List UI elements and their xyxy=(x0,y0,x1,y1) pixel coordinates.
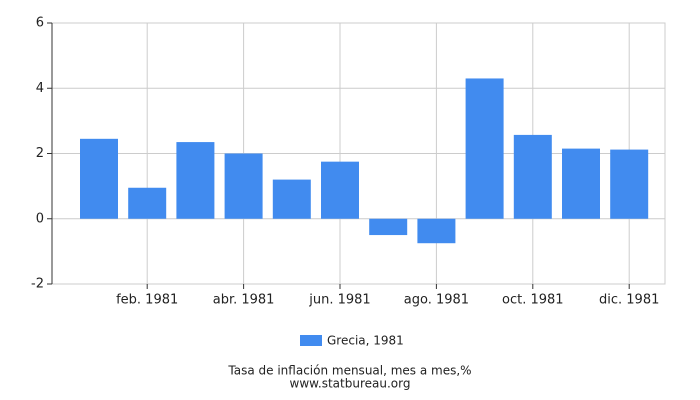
x-tick-label: jun. 1981 xyxy=(308,293,370,308)
x-axis-title: Tasa de inflación mensual, mes a mes,% xyxy=(227,364,471,378)
x-tick-label: feb. 1981 xyxy=(116,293,178,308)
bar xyxy=(513,134,552,219)
bar xyxy=(272,179,311,219)
bar xyxy=(224,153,263,219)
x-tick-label: dic. 1981 xyxy=(599,293,659,308)
legend-label: Grecia, 1981 xyxy=(327,334,404,348)
y-tick-label: 0 xyxy=(36,211,44,226)
bar xyxy=(465,78,504,219)
bar xyxy=(176,142,215,219)
legend-swatch xyxy=(300,335,322,346)
bar xyxy=(321,161,359,219)
y-tick-label: -2 xyxy=(31,277,44,292)
bar xyxy=(610,149,649,219)
source: www.statbureau.org xyxy=(290,377,411,391)
x-tick-label: abr. 1981 xyxy=(213,293,275,308)
bar xyxy=(562,148,600,219)
bar xyxy=(128,187,167,219)
y-tick-label: 4 xyxy=(36,81,44,96)
bar xyxy=(417,218,456,244)
x-tick-label: oct. 1981 xyxy=(502,293,564,308)
y-tick-label: 2 xyxy=(36,146,44,161)
x-tick-label: ago. 1981 xyxy=(404,293,469,308)
bar xyxy=(369,218,408,236)
y-tick-label: 6 xyxy=(36,16,44,31)
bar xyxy=(80,138,118,219)
